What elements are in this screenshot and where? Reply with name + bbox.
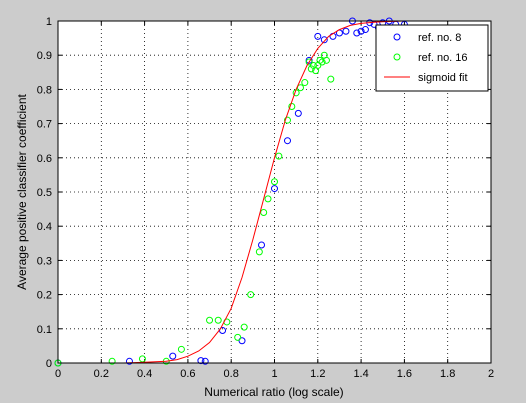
data-point — [260, 209, 268, 217]
data-point — [255, 248, 263, 256]
data-point — [316, 56, 324, 64]
legend-swatch-marker — [393, 33, 401, 41]
series-2 — [54, 51, 335, 367]
data-point — [264, 195, 272, 203]
data-point — [238, 337, 246, 345]
data-point — [305, 58, 313, 66]
data-point — [307, 65, 315, 73]
data-point — [108, 357, 116, 365]
plot-frame — [57, 20, 492, 364]
data-point — [125, 357, 133, 365]
data-point — [361, 26, 369, 34]
data-point — [275, 152, 283, 160]
x-tick-label: 0 — [55, 368, 61, 380]
x-tick-label: 1.4 — [353, 368, 368, 380]
data-point — [197, 357, 205, 365]
legend: ref. no. 8 ref. no. 16 sigmoid fit — [375, 24, 489, 92]
x-tick-label: 0.4 — [137, 368, 152, 380]
data-point — [288, 103, 296, 110]
y-tick-label: 0.9 — [37, 50, 52, 62]
data-point — [318, 58, 326, 66]
data-point — [294, 109, 302, 117]
y-tick-label: 0.1 — [37, 324, 52, 336]
y-tick-label: 0.4 — [37, 221, 52, 233]
y-tick-label: 0.8 — [37, 84, 52, 96]
data-point — [309, 61, 317, 69]
data-point — [296, 84, 304, 92]
data-point — [169, 352, 177, 360]
data-point — [271, 185, 278, 193]
x-tick-label: 0.8 — [224, 368, 239, 380]
data-point — [283, 116, 291, 124]
data-point — [320, 36, 328, 44]
y-tick-label: 0.6 — [37, 153, 52, 165]
legend-label: sigmoid fit — [418, 72, 468, 84]
legend-item: ref. no. 16 — [393, 52, 468, 64]
sigmoid-fit-line — [58, 20, 491, 364]
data-point — [214, 316, 222, 324]
data-point — [177, 345, 185, 353]
x-tick-label: 1.6 — [397, 368, 412, 380]
y-tick-label: 0.5 — [37, 187, 52, 199]
legend-label: ref. no. 16 — [418, 52, 468, 64]
legend-label: ref. no. 8 — [418, 32, 461, 44]
y-tick-label: 0.7 — [37, 119, 52, 131]
x-tick-label: 2 — [488, 368, 494, 380]
data-point — [301, 79, 309, 87]
data-point — [353, 29, 361, 37]
x-axis-label: Numerical ratio (log scale) — [204, 385, 343, 399]
x-tick-label: 1 — [271, 368, 277, 380]
legend-item: sigmoid fit — [384, 72, 468, 84]
data-point — [271, 178, 278, 186]
x-tick-label: 0.6 — [180, 368, 195, 380]
x-tick-label: 0.2 — [94, 368, 109, 380]
x-tick-label: 1.8 — [440, 368, 455, 380]
data-point — [247, 291, 255, 299]
y-tick-label: 1 — [46, 16, 52, 28]
data-point — [357, 27, 365, 35]
y-tick-label: 0 — [46, 358, 52, 370]
series-layer — [54, 17, 491, 367]
data-point — [234, 333, 242, 341]
data-point — [258, 241, 266, 249]
y-tick-label: 0.3 — [37, 255, 52, 267]
legend-item: ref. no. 8 — [393, 32, 461, 44]
legend-swatch-marker — [393, 53, 401, 61]
data-point — [283, 137, 291, 145]
legend-box — [375, 24, 489, 92]
x-tick-label: 1.2 — [310, 368, 325, 380]
series-3 — [58, 20, 491, 364]
data-point — [206, 316, 214, 324]
data-point — [342, 27, 350, 35]
data-point — [201, 357, 209, 365]
tick-labels: 0 0.2 0.4 0.6 0.8 1 1.2 1.4 1.6 1.8 2 0 0.1 0.2 0.3 0.4… — [37, 16, 494, 380]
data-point — [327, 75, 335, 83]
data-point — [314, 32, 322, 40]
y-tick-label: 0.2 — [37, 290, 52, 302]
data-point — [240, 323, 248, 331]
y-axis-label: Average positive classifier coefficient — [15, 94, 29, 290]
